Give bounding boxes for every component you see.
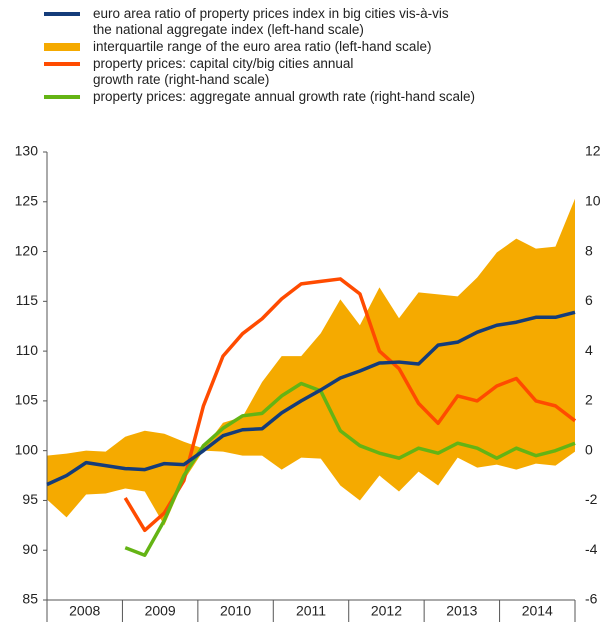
y-tick-label: 130 [15,143,39,159]
y-tick-label: 100 [15,441,39,457]
y-tick-label: 110 [16,342,39,358]
legend-item: interquartile range of the euro area rat… [44,39,604,55]
y2-tick-label: 0 [585,441,593,457]
y-tick-label: 120 [15,242,39,258]
y2-tick-label: -4 [585,541,598,557]
y2-tick-label: 10 [585,192,601,208]
legend-swatch [44,43,80,51]
x-tick-label: 2013 [446,603,477,619]
line [124,381,576,557]
y-tick-label: 90 [22,541,38,557]
x-tick-label: 2012 [371,603,402,619]
y2-tick-label: 2 [585,392,593,408]
y-tick-label: 95 [22,491,38,507]
x-tick-label: 2011 [296,603,326,619]
legend-label: property prices: aggregate annual growth… [93,89,475,104]
legend-item: property prices: capital city/big cities… [44,56,604,88]
legend-swatch [44,12,80,16]
legend-swatch [44,62,80,66]
y-tick-label: 105 [15,392,39,408]
line [123,277,577,533]
y-tick-label: 85 [22,591,38,607]
y2-tick-label: 8 [585,242,593,258]
x-tick-label: 2009 [145,603,176,619]
legend-item: property prices: aggregate annual growth… [44,89,604,105]
x-tick-label: 2014 [522,603,553,619]
legend-label: interquartile range of the euro area rat… [93,39,432,54]
y2-tick-label: -2 [585,491,598,507]
y2-tick-label: 6 [585,292,593,308]
x-tick-label: 2008 [69,603,100,619]
y-tick-label: 125 [15,192,39,208]
x-tick-label: 2010 [220,603,251,619]
line [46,310,576,487]
legend-swatch [44,95,80,99]
band [47,198,575,526]
legend-item: euro area ratio of property prices index… [44,6,604,38]
y-tick-label: 115 [16,292,39,308]
y2-tick-label: 4 [585,342,593,358]
y2-tick-label: -6 [585,591,598,607]
legend: euro area ratio of property prices index… [44,6,604,106]
legend-label: euro area ratio of property prices index… [93,6,449,37]
legend-label: property prices: capital city/big cities… [93,56,354,87]
y2-tick-label: 12 [585,143,601,159]
